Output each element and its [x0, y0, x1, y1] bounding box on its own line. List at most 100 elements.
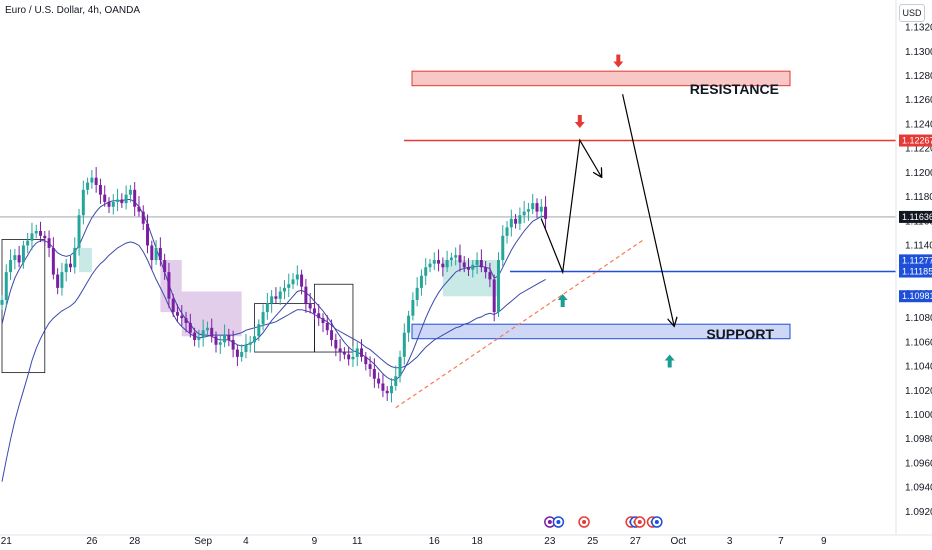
candle-body	[424, 267, 428, 276]
price-tag: 1.11277	[899, 254, 932, 267]
candle-body	[338, 348, 342, 353]
up-arrow-icon	[557, 293, 568, 307]
candle-body	[158, 247, 162, 261]
candle	[492, 274, 496, 322]
candle	[188, 313, 192, 338]
price-tag-label: 1.11185	[902, 267, 932, 277]
candle	[501, 225, 505, 267]
up-arrow-icon	[664, 354, 675, 368]
projection-path-2	[622, 94, 674, 325]
candle	[9, 249, 13, 280]
y-tick-label: 1.13200	[905, 23, 932, 34]
candle	[98, 178, 102, 204]
y-tick-label: 1.10000	[905, 410, 932, 421]
candle	[291, 273, 295, 290]
x-tick-label: 7	[778, 536, 784, 547]
candle	[111, 194, 115, 215]
candle-body	[197, 337, 201, 340]
moving-average-line	[1, 241, 546, 482]
candle-body	[471, 264, 475, 270]
candle-body	[492, 279, 496, 313]
candle	[248, 336, 252, 353]
currency-button[interactable]: USD	[899, 4, 925, 22]
y-axis[interactable]: 1.13200 1.13000 1.12800 1.12600 1.12400 1.122…	[905, 23, 932, 518]
candle-body	[449, 257, 453, 261]
candle-body	[26, 240, 30, 246]
event-icon-dot	[637, 520, 642, 524]
candle-body	[300, 274, 304, 287]
candle-body	[111, 201, 115, 207]
x-tick-label: 26	[86, 536, 98, 547]
candle-body	[60, 272, 64, 288]
candle-body	[51, 247, 55, 275]
candle-body	[458, 255, 462, 263]
candle	[133, 182, 137, 216]
candle-body	[103, 194, 107, 202]
candle-body	[56, 274, 60, 288]
x-tick-label: 23	[544, 536, 556, 547]
candle	[389, 378, 393, 403]
x-tick-label: Oct	[670, 536, 686, 547]
candle-body	[368, 364, 372, 369]
x-tick-label: 25	[587, 536, 599, 547]
candle	[304, 278, 308, 313]
candle	[47, 230, 51, 258]
candle	[424, 258, 428, 285]
candle	[325, 315, 329, 336]
candle-body	[180, 315, 184, 319]
candle-body	[188, 322, 192, 333]
candle-body	[501, 235, 505, 261]
candle-body	[210, 327, 214, 337]
x-tick-label: Sep	[194, 536, 212, 547]
y-tick-label: 1.12200	[905, 144, 932, 155]
candle	[338, 339, 342, 362]
candle-body	[441, 263, 445, 268]
candle	[261, 304, 265, 331]
y-tick-label: 1.10600	[905, 337, 932, 348]
candle	[522, 200, 526, 223]
candle-body	[539, 206, 543, 212]
candle-body	[120, 199, 124, 204]
candle-body	[544, 206, 548, 219]
candle	[218, 334, 222, 354]
candle-body	[116, 199, 120, 202]
ma-layer	[1, 199, 546, 482]
candle-body	[77, 215, 81, 248]
candle	[321, 313, 325, 333]
candle-body	[518, 215, 522, 224]
candle	[103, 185, 107, 207]
candle	[17, 245, 21, 268]
candle	[351, 346, 355, 368]
candle	[120, 193, 124, 208]
candle	[471, 260, 475, 278]
candle	[449, 252, 453, 267]
y-tick-label: 1.12600	[905, 95, 932, 106]
price-tag-bg	[899, 210, 932, 223]
price-tag: 1.11185	[899, 265, 932, 278]
candle-body	[364, 356, 368, 365]
candle	[475, 252, 479, 275]
candle-body	[291, 279, 295, 285]
candle-body	[124, 194, 128, 204]
candle-body	[432, 260, 436, 264]
candle-body	[4, 272, 8, 300]
candle-body	[34, 230, 38, 234]
x-tick-label: 28	[129, 536, 141, 547]
candle	[531, 193, 535, 215]
candle	[146, 214, 150, 254]
x-axis[interactable]: 21 26 28 Sep 4 9 11 16 18 23 25 27 Oct 3 7 9	[1, 536, 827, 547]
candle	[68, 255, 72, 273]
candle-body	[17, 255, 21, 263]
event-icon-dot	[556, 520, 561, 524]
y-tick-label: 1.12400	[905, 119, 932, 130]
candle-body	[522, 211, 526, 216]
candle	[86, 177, 90, 195]
y-tick-label: 1.09400	[905, 483, 932, 494]
candle-body	[9, 260, 13, 273]
y-tick-label: 1.10200	[905, 386, 932, 397]
candle-body	[398, 356, 402, 377]
support-zone	[411, 323, 791, 340]
candle-body	[227, 335, 231, 340]
candle-body	[287, 284, 291, 288]
